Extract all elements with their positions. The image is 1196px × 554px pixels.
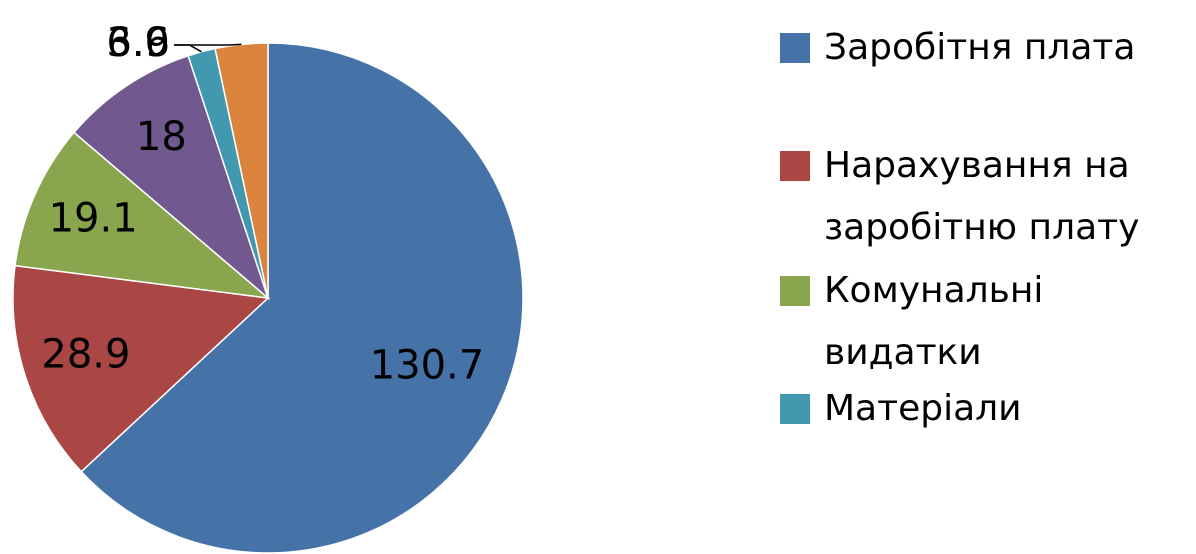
legend-label: Матеріали — [824, 388, 1022, 429]
legend-swatch — [780, 33, 810, 63]
pie-slice — [14, 131, 271, 300]
data-label: 130.7 — [370, 342, 485, 388]
pie-slice — [214, 42, 269, 299]
pie-slice — [12, 264, 270, 473]
legend-item: Комунальні видатки — [780, 260, 1190, 384]
pie-area: 130.7 28.9 19.1 18 3.66.9 — [12, 20, 524, 554]
legend-label: Комунальні видатки — [824, 270, 1044, 373]
legend-item: Нарахування на заробітню плату — [780, 135, 1190, 259]
data-label: 19.1 — [49, 196, 138, 242]
leader-line — [174, 43, 242, 46]
data-label: 28.9 — [41, 331, 130, 377]
legend-item: Заробітня плата — [780, 17, 1190, 79]
data-label: 6.9 — [106, 20, 170, 66]
pie-slice — [72, 54, 270, 301]
legend-swatch — [780, 151, 810, 181]
legend-item: Матеріали — [780, 378, 1190, 440]
legend-swatch — [780, 394, 810, 424]
legend-label: Заробітня плата — [824, 27, 1136, 68]
leader-line — [174, 44, 202, 53]
legend-swatch — [780, 276, 810, 306]
pie-slice — [80, 42, 524, 554]
data-label: 3.6 — [106, 20, 170, 66]
data-label: 18 — [136, 114, 187, 160]
legend-label: Нарахування на заробітню плату — [824, 145, 1140, 248]
